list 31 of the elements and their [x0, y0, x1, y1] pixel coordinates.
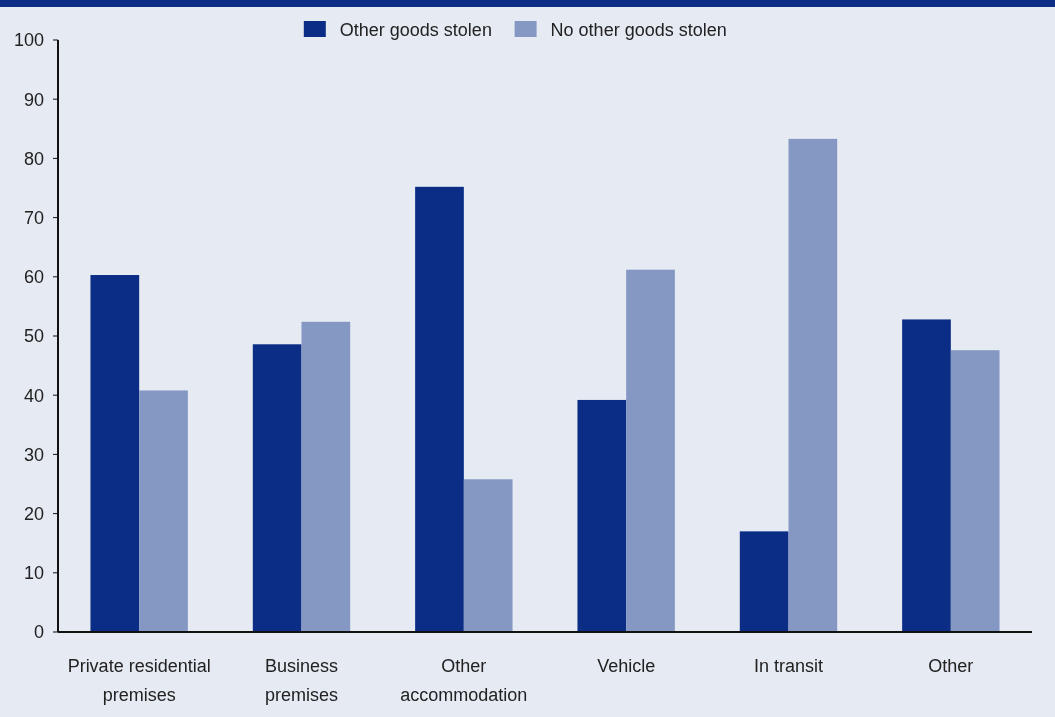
y-tick-label: 50 — [23, 326, 44, 347]
bar — [90, 275, 140, 632]
bar — [950, 350, 1000, 632]
y-tick-label: 60 — [23, 267, 44, 288]
x-tick-label: Private residential premises — [67, 656, 211, 705]
bar — [577, 399, 627, 632]
y-tick-label: 0 — [33, 622, 44, 643]
bar — [415, 186, 464, 632]
x-tick-label: Vehicle — [597, 656, 656, 676]
bar — [301, 321, 351, 632]
legend-label: Other goods stolen — [339, 20, 492, 41]
bar — [139, 390, 188, 632]
y-tick-label: 40 — [23, 385, 44, 406]
bar — [463, 479, 513, 632]
y-tick-label: 100 — [13, 30, 44, 51]
bar — [902, 319, 951, 632]
x-tick-label: Other — [928, 656, 974, 676]
x-tick-label: Business premises — [264, 656, 339, 705]
y-tick-label: 70 — [23, 207, 44, 228]
bar — [788, 138, 838, 632]
y-tick-label: 30 — [23, 444, 44, 465]
bar — [252, 344, 302, 632]
y-tick-label: 20 — [23, 503, 44, 524]
x-tick-label: In transit — [753, 656, 824, 676]
y-tick-label: 10 — [23, 563, 44, 584]
bar — [739, 531, 789, 632]
y-tick-label: 80 — [23, 148, 44, 169]
legend-label: No other goods stolen — [550, 20, 727, 41]
bar — [626, 269, 675, 632]
y-tick-label: 90 — [23, 89, 44, 110]
x-tick-label: Other accommodation — [400, 656, 528, 705]
